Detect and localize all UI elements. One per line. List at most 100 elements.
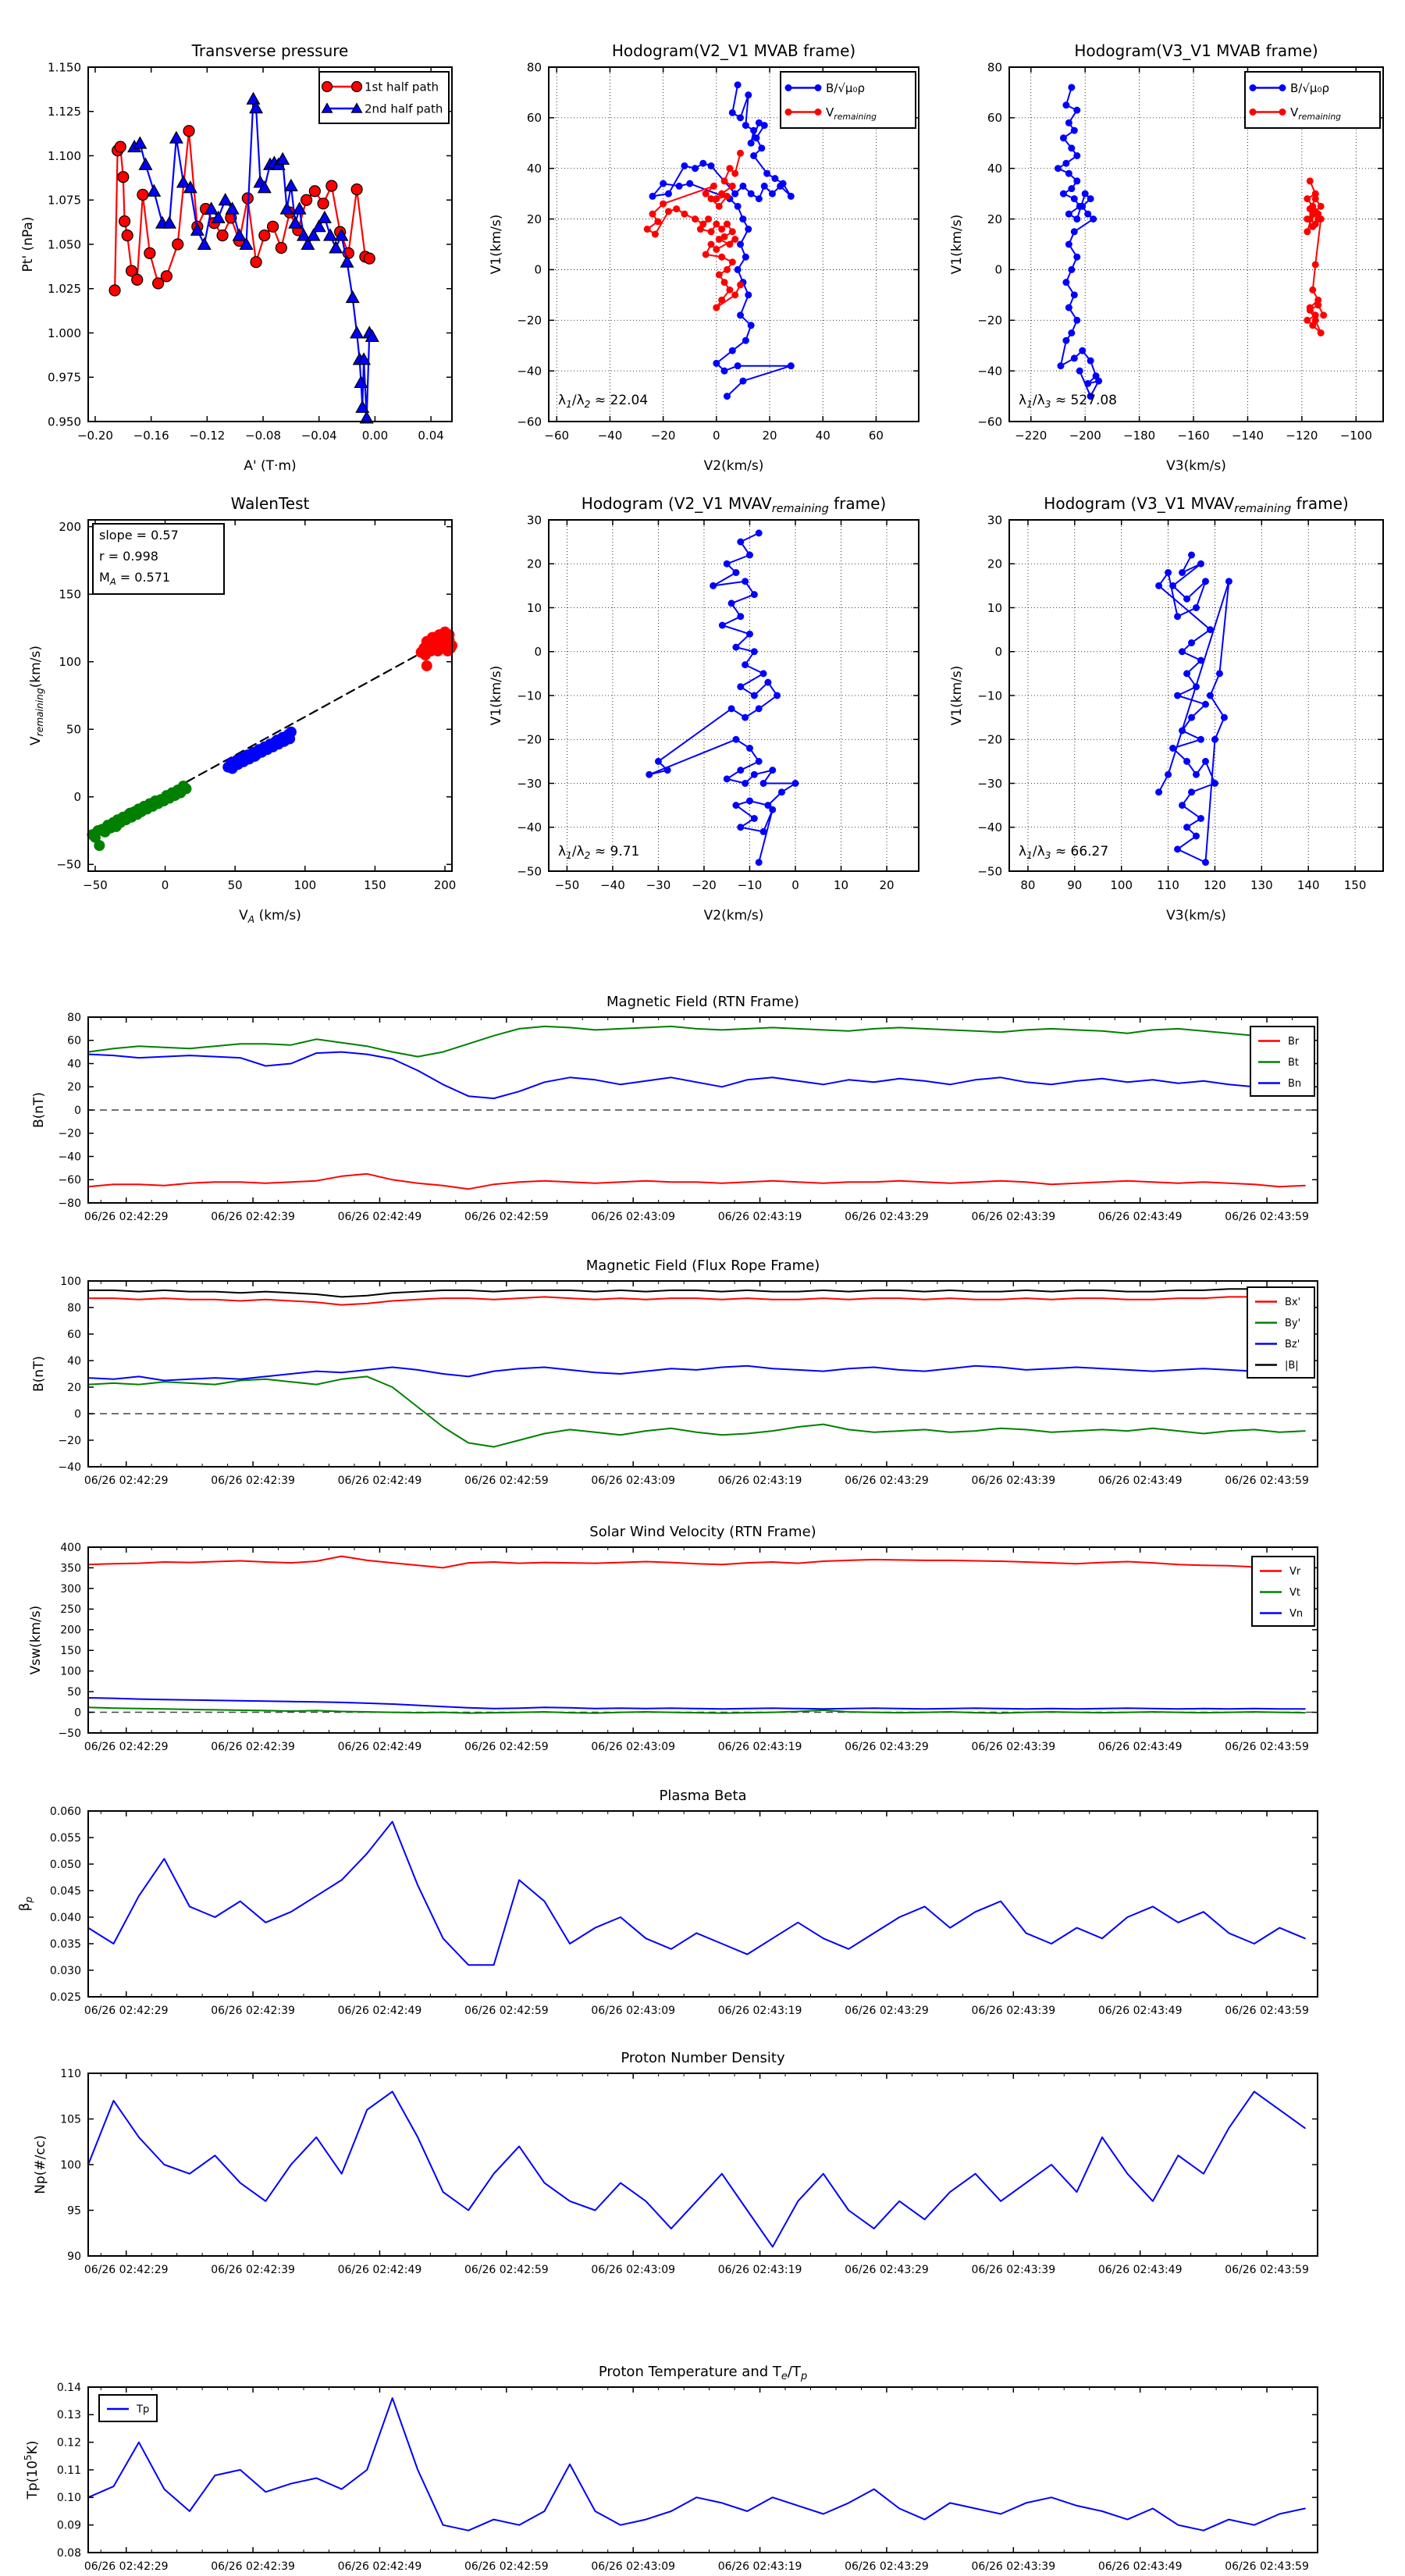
x-tick-label: 0.04	[418, 429, 443, 443]
series-1st-half-path	[108, 125, 375, 297]
y-tick-label: 0.11	[57, 2464, 81, 2477]
x-tick-label: −200	[1069, 429, 1101, 443]
y-tick-label: 0.060	[50, 1806, 81, 1818]
y-axis-label: Vsw(km/s)	[28, 1606, 44, 1675]
x-tick-label: 06/26 02:42:39	[211, 1741, 295, 1753]
y-tick-label: 30	[527, 513, 542, 527]
x-tick-label: 06/26 02:43:19	[718, 1475, 802, 1487]
x-tick-label: 90	[1067, 878, 1082, 892]
y-tick-label: 50	[67, 1686, 81, 1699]
x-tick-label: 06/26 02:43:49	[1098, 1211, 1183, 1223]
series-By	[87, 1375, 1306, 1448]
x-tick-label: 06/26 02:42:49	[338, 1475, 422, 1487]
x-tick-label: 06/26 02:42:29	[84, 1475, 169, 1487]
x-tick-label: 06/26 02:42:39	[211, 1211, 295, 1223]
x-tick-label: 06/26 02:42:49	[338, 1741, 422, 1753]
y-tick-label: 150	[60, 1645, 81, 1657]
y-tick-label: 0.12	[57, 2437, 81, 2450]
y-tick-label: 1.000	[48, 326, 81, 340]
series-B-alfven	[649, 81, 795, 400]
y-tick-label: 0.14	[57, 2382, 81, 2394]
series-middle-third	[222, 726, 297, 774]
x-tick-label: 06/26 02:42:49	[338, 2560, 422, 2573]
y-tick-label: 0.040	[50, 1912, 81, 1924]
y-tick-label: 0.035	[50, 1938, 81, 1951]
y-tick-label: 0	[74, 1706, 81, 1719]
y-tick-label: −30	[977, 777, 1002, 791]
y-tick-label: 250	[60, 1603, 81, 1616]
y-tick-label: −20	[58, 1435, 81, 1447]
axes-box	[87, 1546, 1318, 1734]
y-tick-label: 1.125	[48, 105, 81, 119]
annotation: λ1/λ3 ≈ 527.08	[1019, 393, 1117, 410]
y-tick-label: 10	[987, 601, 1002, 615]
y-tick-label: 105	[60, 2113, 81, 2126]
x-tick-label: −140	[1232, 429, 1264, 443]
x-tick-label: 06/26 02:43:09	[591, 1475, 675, 1487]
x-tick-label: 10	[834, 878, 848, 892]
x-tick-label: 06/26 02:42:39	[211, 2264, 295, 2276]
x-tick-label: −50	[555, 878, 580, 892]
series-V-remaining	[646, 529, 799, 866]
y-axis-label: Tp(105K)	[23, 2440, 41, 2500]
y-tick-label: −20	[58, 1128, 81, 1140]
x-tick-label: 06/26 02:43:29	[845, 2264, 929, 2276]
y-tick-label: 80	[527, 60, 542, 74]
y-tick-label: −40	[58, 1461, 81, 1474]
y-tick-label: 0.030	[50, 1965, 81, 1977]
x-tick-label: 06/26 02:42:29	[84, 2264, 169, 2276]
axes-box	[548, 66, 919, 422]
svg-text:slope = 0.57: slope = 0.57	[99, 528, 179, 543]
x-tick-label: −20	[651, 429, 676, 443]
y-axis-label: βp	[17, 1896, 34, 1911]
x-tick-label: 100	[293, 878, 316, 892]
chart-title: WalenTest	[231, 494, 310, 513]
y-tick-label: 30	[987, 513, 1002, 527]
x-tick-label: 06/26 02:43:09	[591, 2560, 675, 2573]
y-tick-label: 20	[987, 212, 1002, 226]
x-tick-label: 06/26 02:43:09	[591, 2005, 675, 2017]
legend: Br Bt Bn	[1250, 1026, 1315, 1097]
y-tick-label: 150	[59, 587, 81, 601]
x-tick-label: 06/26 02:43:19	[718, 1741, 802, 1753]
y-axis-label: V1(km/s)	[949, 215, 965, 275]
x-tick-label: −160	[1177, 429, 1209, 443]
x-axis-label: V3(km/s)	[1166, 908, 1226, 923]
svg-text:λ1/λ2 ≈ 9.71: λ1/λ2 ≈ 9.71	[558, 844, 639, 861]
y-tick-label: −60	[977, 415, 1002, 429]
ticks: 06/26 02:42:29 06/26 02:42:39 06/26 02:42:…	[50, 1806, 1318, 2017]
ticks: 06/26 02:42:29 06/26 02:42:39 06/26 02:42:…	[57, 2382, 1318, 2573]
x-axis-label: VA (km/s)	[239, 908, 301, 925]
y-tick-label: −50	[56, 858, 81, 872]
chart-title: Solar Wind Velocity (RTN Frame)	[589, 1524, 816, 1540]
series-Bz	[87, 1364, 1306, 1382]
x-axis-label: V2(km/s)	[704, 458, 764, 474]
x-tick-label: 110	[1157, 878, 1179, 892]
x-tick-label: 06/26 02:43:59	[1225, 1475, 1309, 1487]
chart-walen-test: −50 0 50 100 150 200 −50 0 50 100 150 200 WalenTest V…	[28, 494, 457, 925]
y-tick-label: 90	[67, 2250, 81, 2263]
y-tick-label: 0.050	[50, 1859, 81, 1871]
y-tick-label: 0.13	[57, 2409, 81, 2421]
x-tick-label: −30	[646, 878, 671, 892]
x-tick-label: −120	[1286, 429, 1318, 443]
y-tick-label: 0.055	[50, 1832, 81, 1845]
x-tick-label: 150	[364, 878, 386, 892]
y-tick-label: −40	[977, 820, 1002, 834]
chart-title: Hodogram(V3_V1 MVAB frame)	[1074, 41, 1318, 60]
y-tick-label: 40	[527, 162, 542, 176]
y-tick-label: −20	[977, 733, 1002, 747]
series-Tp	[87, 2397, 1306, 2532]
y-tick-label: 10	[527, 601, 542, 615]
x-tick-label: 20	[762, 429, 777, 443]
x-tick-label: 06/26 02:43:09	[591, 1741, 675, 1753]
axes-box	[87, 1280, 1318, 1468]
x-tick-label: 80	[1020, 878, 1035, 892]
ticks: −50 −40 −30 −20 −10 0 10 20 −50 −40 −30 −20 −10 0 10 20…	[517, 513, 919, 892]
y-tick-label: −40	[517, 364, 542, 378]
y-tick-label: 40	[67, 1355, 81, 1368]
y-axis-label: B(nT)	[31, 1092, 47, 1128]
x-tick-label: 06/26 02:43:39	[971, 1475, 1055, 1487]
x-tick-label: 06/26 02:42:59	[464, 1475, 549, 1487]
